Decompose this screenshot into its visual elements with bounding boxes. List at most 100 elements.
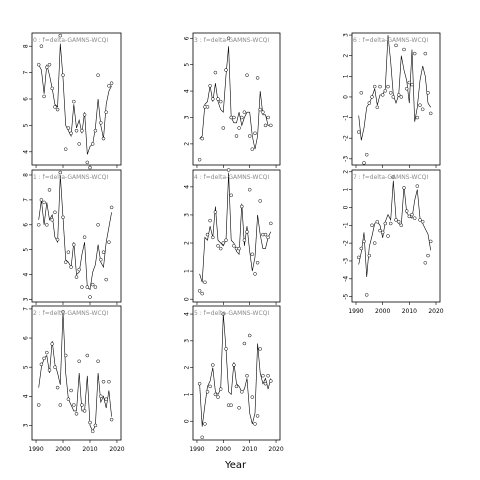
observation-point <box>247 333 252 338</box>
observation-point <box>423 261 428 265</box>
observation-point <box>362 239 366 244</box>
observation-point <box>109 205 114 210</box>
observation-point <box>247 187 252 192</box>
observation-point <box>250 252 255 257</box>
y-tick-label: -1 <box>343 114 350 120</box>
observation-point <box>232 363 236 367</box>
y-tick-label: -1 <box>343 222 350 228</box>
observation-point <box>50 342 54 346</box>
observation-point <box>229 403 233 407</box>
observation-point <box>90 429 95 434</box>
y-tick-label: 5 <box>23 123 30 127</box>
observation-point <box>412 216 417 220</box>
observation-point <box>61 73 65 77</box>
observation-point <box>47 188 52 192</box>
observation-point <box>101 379 106 384</box>
observation-point <box>72 242 76 247</box>
x-tick-label: 2010 <box>82 446 97 453</box>
observation-point <box>74 412 79 416</box>
observation-point <box>45 223 49 227</box>
observation-point <box>39 44 44 48</box>
observation-point <box>77 142 81 146</box>
observation-point <box>388 91 393 95</box>
observation-point <box>205 390 210 394</box>
y-tick-label: 2 <box>343 54 350 58</box>
observation-point <box>388 221 393 226</box>
observation-point <box>69 131 73 136</box>
observation-point <box>370 223 374 228</box>
observation-point <box>61 215 65 220</box>
observation-point <box>364 152 369 157</box>
x-tick-label: 2020 <box>428 308 443 315</box>
observation-point <box>415 115 420 120</box>
y-tick-label: 0 <box>184 419 191 423</box>
y-tick-label: 7 <box>23 71 30 75</box>
observation-point <box>208 218 212 223</box>
observation-point <box>266 373 270 378</box>
observation-point <box>380 93 385 97</box>
observation-point <box>245 373 249 378</box>
observation-point <box>245 230 249 234</box>
observation-point <box>82 235 87 239</box>
y-tick-label: 3 <box>184 339 191 343</box>
observation-point <box>88 295 92 299</box>
y-tick-label: -5 <box>343 293 350 299</box>
observation-point <box>107 84 111 88</box>
y-tick-label: 0 <box>343 205 350 209</box>
observation-point <box>426 91 430 95</box>
x-tick-label: 2000 <box>55 446 70 453</box>
observation-point <box>234 134 239 138</box>
observation-point <box>96 359 100 364</box>
observation-point <box>253 272 257 276</box>
observation-point <box>423 51 428 56</box>
observation-point <box>42 200 46 205</box>
observation-point <box>208 384 212 389</box>
observation-point <box>372 84 377 89</box>
observation-point <box>240 204 244 209</box>
observation-point <box>237 126 241 130</box>
observation-point <box>77 267 81 272</box>
observation-point <box>42 356 46 361</box>
observation-point <box>203 422 207 426</box>
x-tick-label: 2010 <box>402 308 417 315</box>
panel-frame <box>351 32 441 166</box>
observation-point <box>93 423 98 428</box>
observation-point <box>218 246 223 251</box>
observation-point <box>55 385 60 390</box>
observation-point <box>213 392 218 397</box>
observation-point <box>80 285 84 289</box>
y-tick-label: 3 <box>184 213 191 217</box>
observation-point <box>226 168 231 172</box>
observation-point <box>42 94 46 99</box>
observation-point <box>402 47 406 52</box>
observation-point <box>109 417 114 422</box>
observation-point <box>399 95 404 99</box>
observation-point <box>50 86 54 91</box>
observation-point <box>356 130 361 134</box>
observation-point <box>258 347 262 351</box>
y-tick-label: 8 <box>23 44 30 48</box>
observation-point <box>96 223 100 227</box>
observation-point <box>240 115 244 120</box>
fitted-line <box>199 313 272 427</box>
observation-point <box>47 368 52 372</box>
panel-title: 6 : f=delta-GAMNS-WCQI <box>353 37 428 44</box>
y-tick-label: 8 <box>23 173 30 177</box>
observation-point <box>415 184 420 188</box>
fitted-line <box>358 180 431 278</box>
observation-point <box>364 293 369 297</box>
observation-point <box>426 253 430 258</box>
observation-point <box>197 381 202 386</box>
observation-point <box>197 157 202 162</box>
observation-point <box>107 379 111 384</box>
observation-point <box>420 219 425 224</box>
observation-point <box>242 238 247 242</box>
observation-point <box>53 365 57 369</box>
x-tick-label: 1990 <box>28 446 43 453</box>
observation-point <box>367 253 372 258</box>
observation-point <box>63 260 68 264</box>
panel-frame <box>31 305 122 441</box>
observation-point <box>372 241 377 245</box>
panel-6: 3 4 5 6 7 1990 2000 2010 2020 2 : f=delta-GAMNS-W… <box>23 305 125 453</box>
observation-point <box>211 363 215 367</box>
